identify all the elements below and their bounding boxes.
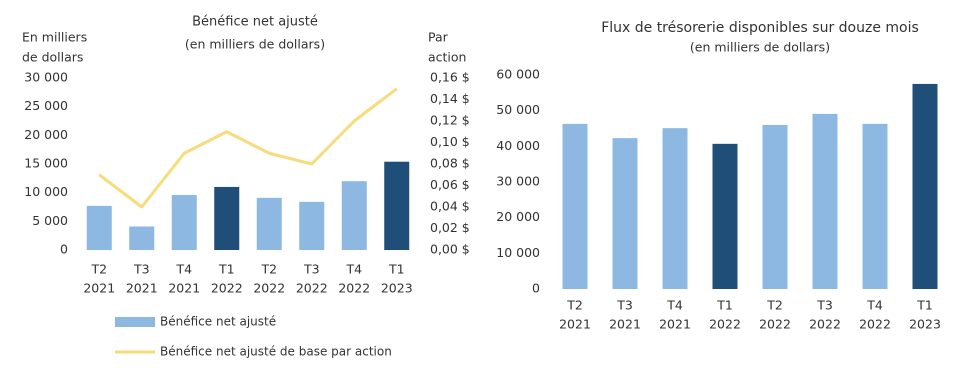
x-tick-label: 2021 — [83, 281, 115, 296]
x-tick-label: 2022 — [859, 317, 891, 332]
y-tick-label: 0 — [532, 281, 540, 296]
y-tick-label: 20 000 — [496, 209, 540, 224]
x-tick-label: 2022 — [809, 317, 841, 332]
x-tick-label: 2021 — [126, 281, 158, 296]
x-tick-label: T1 — [388, 262, 405, 277]
chart-title: Flux de trésorerie disponibles sur douze… — [601, 20, 919, 36]
x-tick-label: 2022 — [296, 281, 328, 296]
bar — [562, 123, 588, 289]
bar — [214, 186, 240, 250]
bar — [862, 123, 888, 289]
x-tick-label: T2 — [566, 298, 583, 313]
chart-subtitle: (en milliers de dollars) — [690, 40, 830, 55]
y-axis-label: En milliers — [22, 30, 87, 45]
x-tick-label: T3 — [133, 262, 150, 277]
bar — [612, 138, 638, 289]
x-tick-label: 2022 — [253, 281, 285, 296]
y2-tick-label: 0,00 $ — [430, 242, 470, 257]
x-tick-label: T2 — [260, 262, 277, 277]
x-tick-label: T4 — [666, 298, 683, 313]
y-tick-label: 20 000 — [24, 127, 68, 142]
x-tick-label: 2021 — [659, 317, 691, 332]
x-tick-label: T1 — [716, 298, 733, 313]
x-tick-label: T2 — [90, 262, 107, 277]
x-tick-label: 2022 — [338, 281, 370, 296]
x-tick-label: T4 — [866, 298, 883, 313]
x-tick-label: 2022 — [211, 281, 243, 296]
y2-tick-label: 0,16 $ — [430, 70, 470, 85]
bar — [299, 201, 325, 250]
bar — [256, 197, 282, 250]
legend-label: Bénéfice net ajusté de base par action — [160, 345, 392, 359]
y2-tick-label: 0,14 $ — [430, 91, 470, 106]
y-tick-label: 25 000 — [24, 98, 68, 113]
x-tick-label: T4 — [175, 262, 192, 277]
bar — [384, 161, 410, 250]
bar — [812, 113, 838, 289]
y-axis-label: de dollars — [22, 50, 83, 65]
x-tick-label: T4 — [345, 262, 362, 277]
x-tick-label: T3 — [303, 262, 320, 277]
x-tick-label: 2021 — [609, 317, 641, 332]
y2-tick-label: 0,08 $ — [430, 156, 470, 171]
chart-title: Bénéfice net ajusté — [192, 15, 318, 30]
x-tick-label: 2022 — [759, 317, 791, 332]
legend-label: Bénéfice net ajusté — [160, 315, 276, 329]
y-tick-label: 50 000 — [496, 102, 540, 117]
y2-tick-label: 0,10 $ — [430, 134, 470, 149]
y-tick-label: 30 000 — [24, 70, 68, 85]
y2-tick-label: 0,12 $ — [430, 113, 470, 128]
bar — [171, 194, 197, 250]
y-tick-label: 5 000 — [32, 213, 68, 228]
y-tick-label: 0 — [60, 242, 68, 257]
bar — [341, 181, 367, 250]
x-tick-label: 2021 — [168, 281, 200, 296]
x-tick-label: T3 — [816, 298, 833, 313]
bar — [129, 226, 155, 250]
x-tick-label: T1 — [916, 298, 933, 313]
x-tick-label: 2021 — [559, 317, 591, 332]
bar — [662, 128, 688, 289]
bar — [912, 83, 938, 290]
x-tick-label: 2023 — [381, 281, 413, 296]
x-tick-label: 2023 — [909, 317, 941, 332]
y2-tick-label: 0,04 $ — [430, 199, 470, 214]
y-tick-label: 30 000 — [496, 174, 540, 189]
y2-tick-label: 0,02 $ — [430, 220, 470, 235]
chart-subtitle: (en milliers de dollars) — [185, 37, 325, 52]
y-tick-label: 60 000 — [496, 67, 540, 82]
y-tick-label: 15 000 — [24, 156, 68, 171]
y2-tick-label: 0,06 $ — [430, 177, 470, 192]
y-tick-label: 40 000 — [496, 138, 540, 153]
x-tick-label: T3 — [616, 298, 633, 313]
y-tick-label: 10 000 — [496, 245, 540, 260]
x-tick-label: T2 — [766, 298, 783, 313]
bar — [762, 124, 788, 289]
y2-axis-label: action — [428, 50, 466, 65]
bar — [712, 143, 738, 289]
x-tick-label: T1 — [218, 262, 235, 277]
y2-axis-label: Par — [428, 30, 449, 45]
y-tick-label: 10 000 — [24, 184, 68, 199]
line — [98, 87, 398, 209]
x-tick-label: 2022 — [709, 317, 741, 332]
bar — [86, 205, 112, 250]
legend-swatch — [115, 317, 155, 327]
